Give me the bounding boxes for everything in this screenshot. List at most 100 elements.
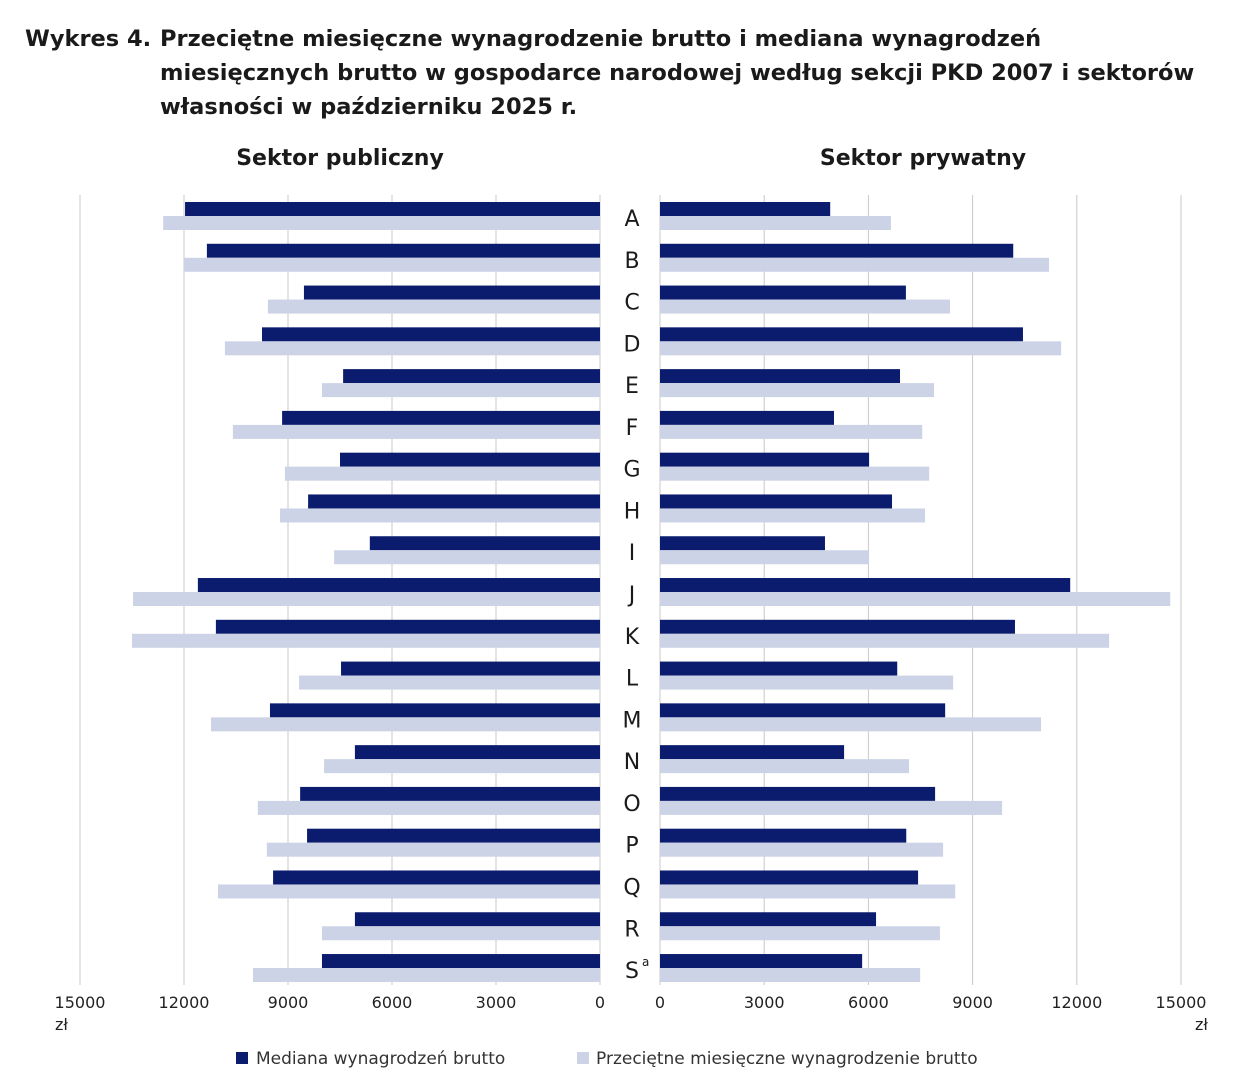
bar-median bbox=[197, 578, 600, 593]
category-label: A bbox=[624, 207, 639, 232]
bar-average bbox=[660, 257, 1050, 272]
x-tick-label: 0 bbox=[655, 993, 665, 1012]
bar-median bbox=[660, 619, 1015, 634]
legend-label-median: Mediana wynagrodzeń brutto bbox=[256, 1049, 505, 1069]
bar-median bbox=[282, 410, 600, 425]
legend-swatch-average bbox=[577, 1052, 589, 1064]
title-line: własności w październiku 2025 r. bbox=[160, 94, 578, 120]
bar-average bbox=[334, 550, 600, 565]
bar-average bbox=[660, 466, 930, 481]
bar-median bbox=[307, 828, 600, 843]
category-label: L bbox=[626, 667, 639, 692]
bar-median bbox=[343, 369, 600, 384]
bar-median bbox=[269, 703, 600, 718]
bar-median bbox=[660, 745, 845, 760]
bar-average bbox=[321, 383, 600, 398]
x-tick-label: 0 bbox=[595, 993, 605, 1012]
category-footnote: a bbox=[642, 955, 649, 969]
x-tick-label: 15000 bbox=[55, 993, 106, 1012]
bar-average bbox=[257, 800, 600, 815]
bar-average bbox=[321, 926, 600, 941]
bar-average bbox=[660, 800, 1003, 815]
bar-median bbox=[660, 661, 898, 676]
category-label: J bbox=[627, 583, 636, 608]
bar-median bbox=[660, 828, 907, 843]
x-tick-label: 9000 bbox=[268, 993, 309, 1012]
bar-average bbox=[132, 633, 600, 648]
bar-median bbox=[215, 619, 601, 634]
bar-median bbox=[341, 661, 600, 676]
x-tick-label: 6000 bbox=[848, 993, 889, 1012]
category-label: C bbox=[624, 291, 639, 316]
bar-average bbox=[660, 216, 891, 230]
panel-title: Sektor prywatny bbox=[820, 146, 1026, 171]
bar-average bbox=[224, 341, 600, 356]
bar-median bbox=[660, 786, 936, 801]
bar-average bbox=[660, 592, 1171, 607]
x-unit-label: zł bbox=[55, 1015, 68, 1034]
bar-average bbox=[217, 884, 600, 899]
bar-median bbox=[185, 202, 601, 216]
bar-average bbox=[660, 299, 951, 314]
bar-median bbox=[273, 870, 600, 885]
bar-average bbox=[660, 675, 954, 690]
x-tick-label: 9000 bbox=[952, 993, 993, 1012]
bar-average bbox=[660, 842, 944, 857]
bar-average bbox=[660, 633, 1110, 648]
bar-average bbox=[211, 717, 601, 732]
bar-average bbox=[660, 926, 940, 941]
bar-median bbox=[660, 703, 946, 718]
category-label: R bbox=[624, 917, 639, 942]
bar-median bbox=[660, 452, 870, 467]
bar-median bbox=[308, 494, 600, 509]
category-label: D bbox=[624, 332, 641, 357]
bar-average bbox=[266, 842, 600, 857]
bar-median bbox=[262, 327, 600, 342]
bar-median bbox=[303, 285, 600, 300]
x-tick-label: 3000 bbox=[744, 993, 785, 1012]
bar-average bbox=[280, 508, 600, 523]
bar-median bbox=[354, 912, 600, 927]
title-number: Wykres 4. bbox=[25, 26, 152, 52]
x-tick-label: 12000 bbox=[1051, 993, 1102, 1012]
category-label: S bbox=[625, 959, 639, 984]
bar-median bbox=[660, 536, 825, 551]
category-label: N bbox=[624, 750, 640, 775]
bar-average bbox=[660, 383, 935, 398]
bar-median bbox=[660, 494, 893, 509]
category-label: I bbox=[629, 541, 636, 566]
bar-median bbox=[660, 954, 863, 969]
bar-median bbox=[660, 369, 901, 384]
bar-median bbox=[340, 452, 600, 467]
bar-average bbox=[163, 216, 600, 230]
bar-average bbox=[284, 466, 600, 481]
bar-median bbox=[660, 202, 831, 216]
bar-median bbox=[660, 243, 1014, 258]
bar-average bbox=[184, 257, 600, 272]
x-unit-label: zł bbox=[1195, 1015, 1208, 1034]
panel-title: Sektor publiczny bbox=[236, 146, 444, 171]
bar-median bbox=[660, 578, 1071, 593]
bar-average bbox=[133, 592, 601, 607]
bar-median bbox=[660, 285, 906, 300]
legend-label-average: Przeciętne miesięczne wynagrodzenie brut… bbox=[596, 1049, 978, 1069]
bar-average bbox=[299, 675, 600, 690]
bar-average bbox=[660, 508, 926, 523]
category-label: O bbox=[623, 792, 640, 817]
bar-average bbox=[660, 968, 921, 983]
x-tick-label: 12000 bbox=[159, 993, 210, 1012]
bar-average bbox=[660, 884, 956, 899]
bar-median bbox=[660, 410, 835, 425]
title-line: miesięcznych brutto w gospodarce narodow… bbox=[160, 60, 1195, 86]
bar-average bbox=[660, 759, 910, 774]
category-label: H bbox=[624, 499, 641, 524]
bar-median bbox=[660, 327, 1023, 342]
category-label: B bbox=[624, 249, 639, 274]
bar-median bbox=[354, 745, 600, 760]
bar-average bbox=[267, 299, 600, 314]
category-label: E bbox=[625, 374, 639, 399]
bar-average bbox=[232, 424, 600, 439]
category-label: Q bbox=[623, 875, 640, 900]
bar-average bbox=[660, 424, 923, 439]
